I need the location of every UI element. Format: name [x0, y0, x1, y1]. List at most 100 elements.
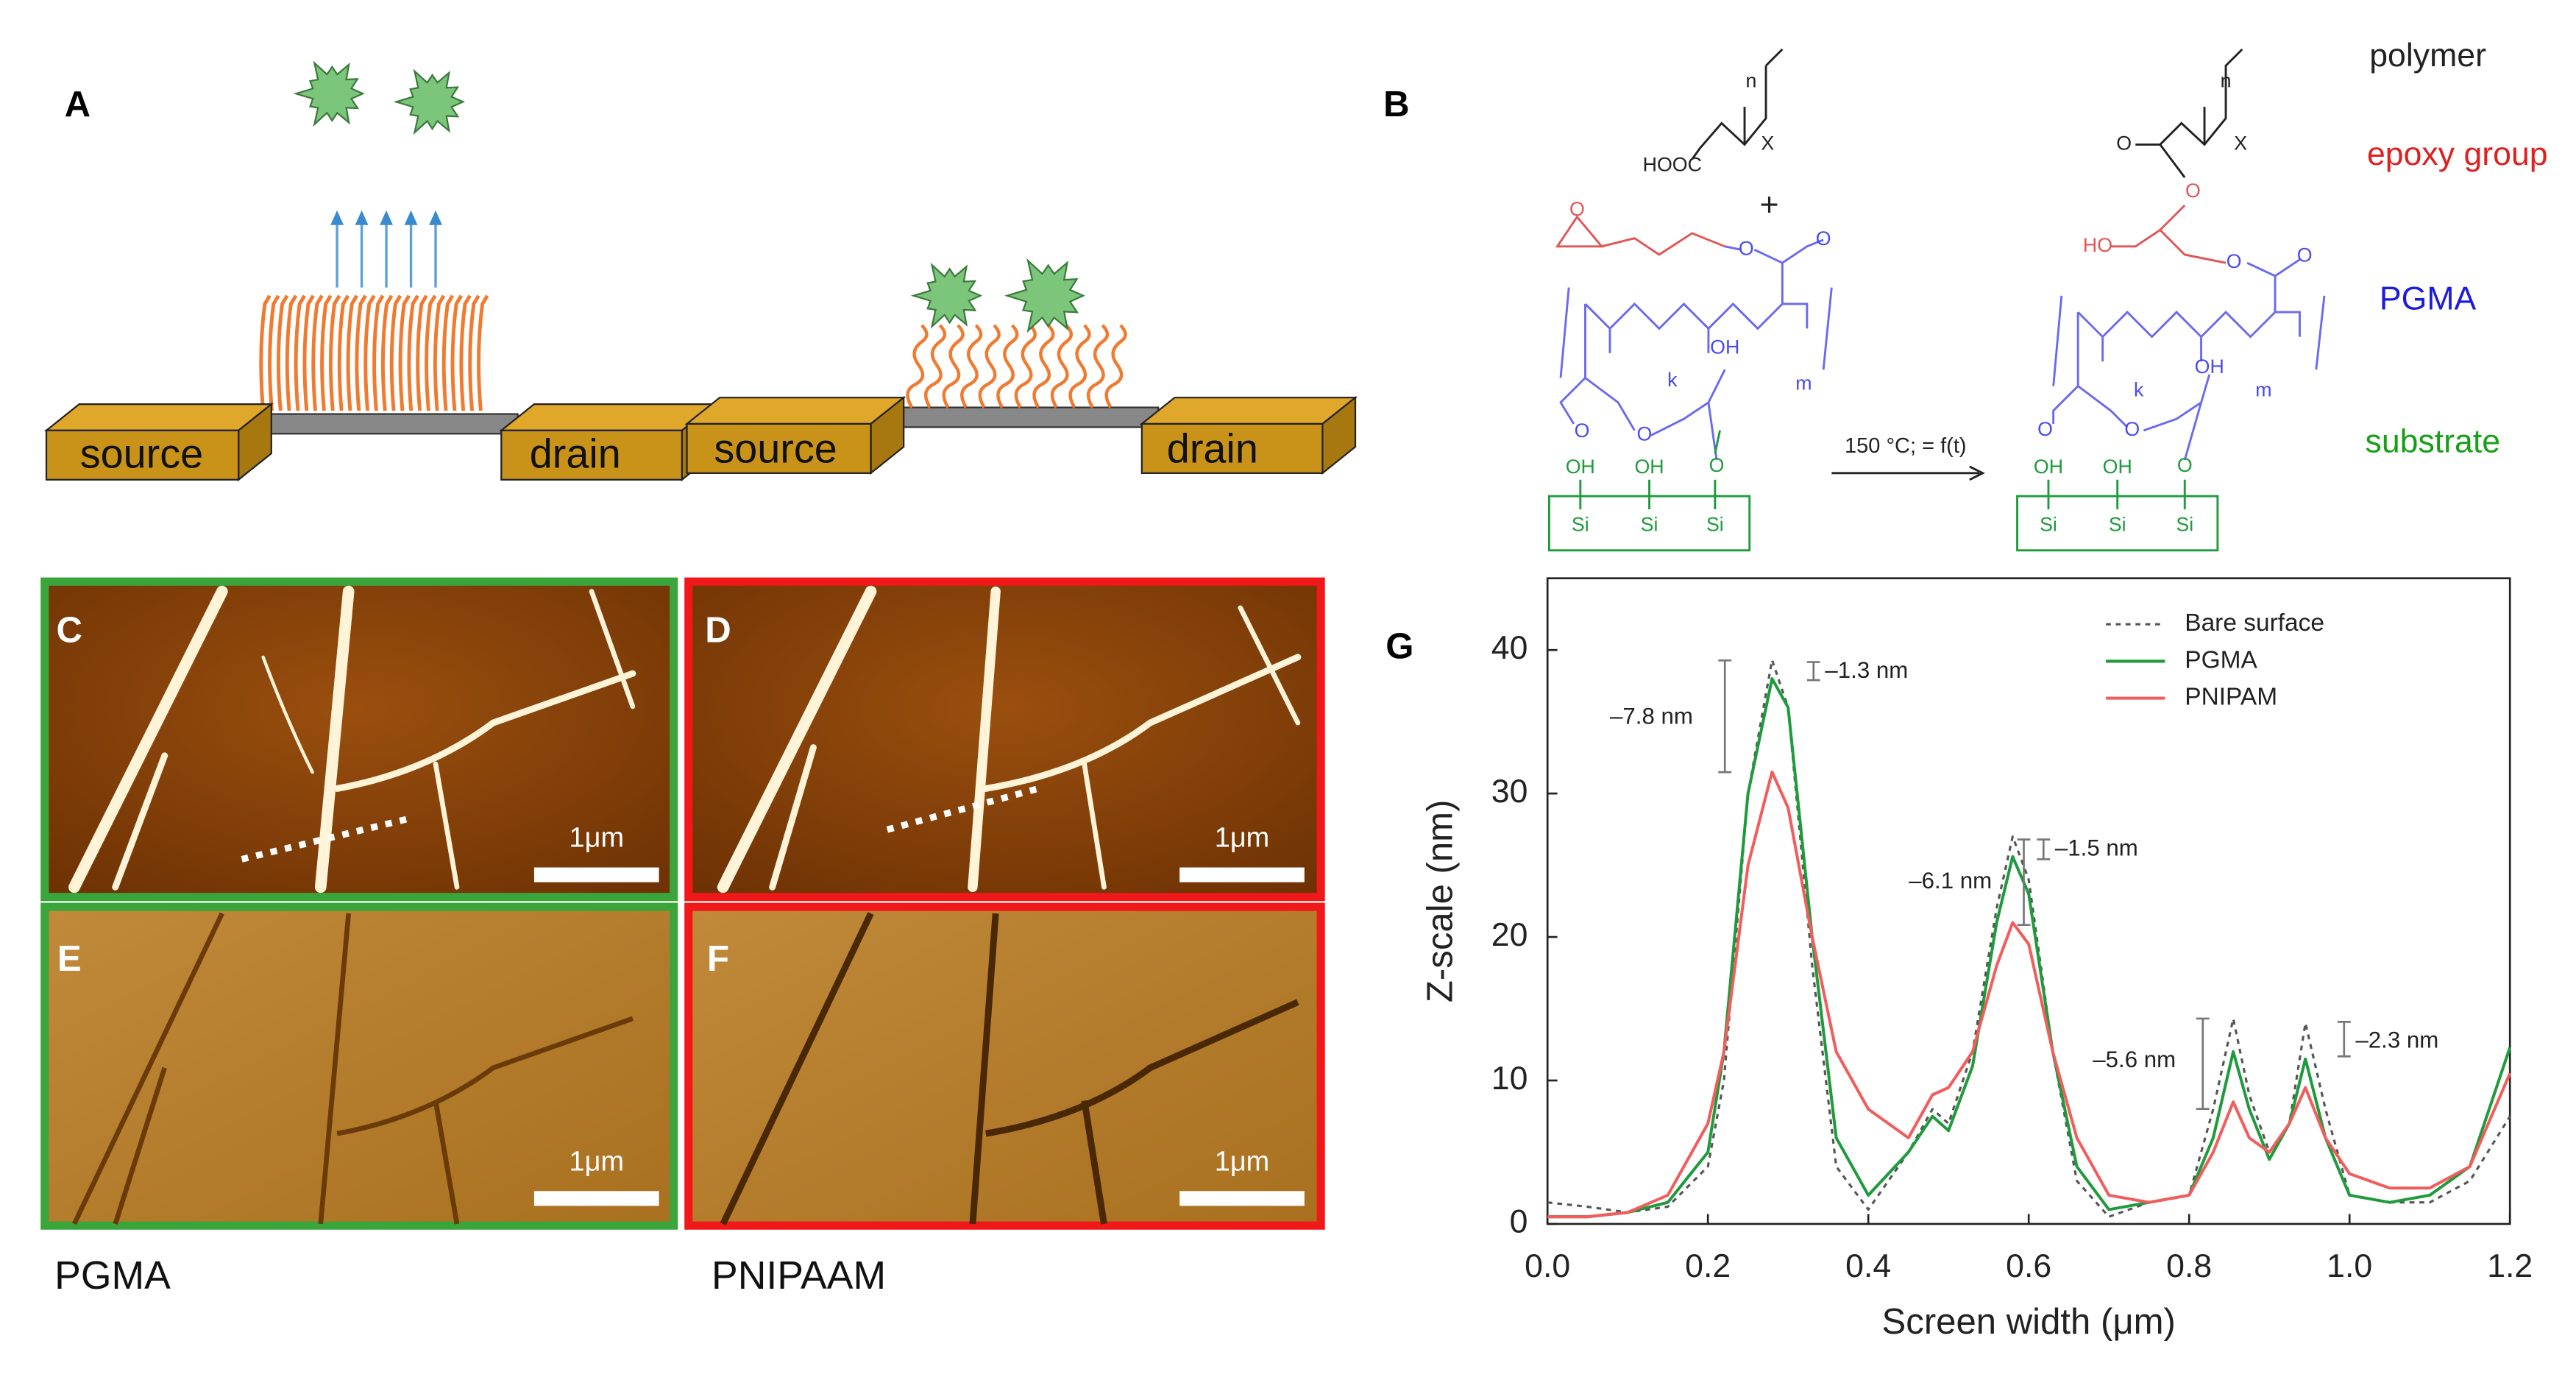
series-line [1547, 770, 2512, 1219]
polymer-coil [906, 324, 929, 408]
atom-label: OH [1566, 456, 1595, 478]
fibers-e [71, 912, 634, 1225]
panel-label: D [705, 610, 731, 650]
polymer-coil [1050, 324, 1074, 408]
polymer-brush [328, 294, 341, 411]
annotation: –2.3 nm [2355, 1027, 2438, 1052]
atom-label: O [1575, 420, 1590, 442]
electrode-top [43, 403, 274, 431]
fibers-c [68, 585, 636, 894]
series-line [1547, 659, 2511, 1218]
annotation: –5.6 nm [2093, 1047, 2176, 1072]
atom-label: Si [2109, 513, 2126, 535]
atom-label: m [1795, 372, 1812, 394]
atom-label: HOOC [1643, 154, 1702, 176]
polymer-brush [441, 294, 455, 411]
polymer-coil [1104, 324, 1127, 408]
atom-label: n [2221, 70, 2232, 92]
polymer-brush [320, 294, 333, 411]
atom-label: OH [1634, 456, 1664, 478]
profile-line [886, 785, 1040, 833]
scheme-legend: PGMA [2380, 280, 2477, 316]
electrode-front [1140, 422, 1324, 474]
afm-images [40, 577, 1325, 1230]
caption: PNIPAAM [712, 1254, 886, 1298]
y-tick-label: 0 [1510, 1204, 1528, 1240]
atom-label: O [2116, 132, 2132, 155]
scale-bar [533, 867, 659, 882]
atom-label: Si [1572, 513, 1589, 535]
polymer-brush [407, 294, 419, 411]
channel [862, 406, 1160, 428]
analyte [1004, 258, 1085, 333]
scale-bar [533, 1191, 659, 1206]
atom-label: OH [1710, 336, 1739, 358]
polymer-coil [996, 324, 1019, 408]
scheme-legend: epoxy group [2367, 136, 2548, 172]
legend-label: PGMA [2185, 646, 2257, 673]
atom-label: O [2185, 180, 2201, 202]
legend-label: Bare surface [2185, 609, 2324, 637]
scale-bar [1179, 1191, 1305, 1206]
polymer-coil [1086, 324, 1110, 408]
afm-image-e [40, 902, 678, 1230]
device-label: drain [530, 430, 621, 476]
caption: PGMA [54, 1254, 171, 1298]
polymer-coil [960, 324, 983, 408]
series-line [1547, 677, 2512, 1219]
arrow-head [429, 210, 442, 225]
scale-bar-label: 1μm [1215, 1146, 1270, 1177]
annotation: –1.5 nm [2055, 835, 2138, 860]
polymer-brush [268, 294, 280, 411]
atom-label: OH [2034, 456, 2063, 478]
x-axis-label: Screen width (μm) [1882, 1302, 2176, 1342]
atom-label: n [1746, 70, 1757, 92]
electrode-front [500, 429, 683, 481]
panel-label: F [707, 939, 729, 979]
analyte [293, 60, 365, 127]
atom-label: O [2037, 418, 2053, 440]
polymer-coil [924, 324, 947, 408]
polymer-brush [259, 294, 272, 411]
electrode-top [684, 397, 906, 425]
analyte [910, 262, 983, 329]
atom-label: O [2226, 250, 2242, 272]
fibers-f [720, 912, 1299, 1225]
device-label: source [714, 425, 837, 472]
scheme-legend: substrate [2366, 423, 2501, 459]
polymer-brush [294, 294, 306, 411]
atom-label: O [1709, 454, 1725, 476]
polymer-brush [468, 294, 480, 411]
annotation: –1.3 nm [1825, 657, 1908, 683]
annotation: –6.1 nm [1909, 868, 1992, 894]
polymer-brush [380, 294, 394, 411]
atom-label: + [1759, 187, 1778, 223]
electrode-top [1139, 397, 1358, 425]
fibers-d [717, 585, 1302, 894]
panel-label: E [57, 939, 82, 979]
polymer-coil [1032, 324, 1055, 408]
polymer-coil [1068, 324, 1091, 408]
atom-label: X [1761, 132, 1774, 155]
chem-bonds [1547, 48, 2326, 552]
x-tick-label: 1.2 [2487, 1248, 2533, 1284]
analyte [393, 68, 466, 135]
polymer-brush [372, 294, 385, 411]
polymer-brush [311, 294, 324, 411]
arrow-head [404, 210, 418, 225]
polymer-brush [363, 294, 376, 411]
polymer-brush [355, 294, 367, 411]
atom-label: m [2255, 378, 2271, 400]
panel-label: A [65, 85, 91, 124]
polymer-brush [346, 294, 358, 411]
x-tick-label: 0.4 [1845, 1248, 1891, 1284]
atom-label: Si [1641, 513, 1658, 535]
scale-bar [1179, 867, 1305, 882]
device-label: drain [1167, 425, 1258, 472]
polymer-brush [416, 294, 428, 411]
atom-label: k [1667, 369, 1678, 391]
electrode-front [686, 422, 872, 474]
polymer-brush [337, 294, 350, 411]
polymer-brush [389, 294, 402, 411]
